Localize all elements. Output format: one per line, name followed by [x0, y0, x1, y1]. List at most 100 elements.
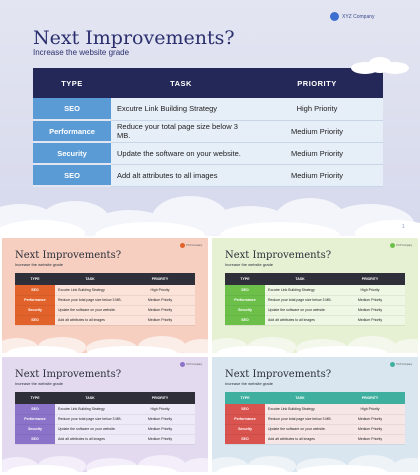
row-task: Reduce your total page size below 3 MB.: [265, 295, 335, 306]
table-row: SEO Add alt attributes to all images Mediu…: [225, 434, 405, 445]
row-priority: Medium Priority: [335, 305, 405, 316]
clouds-decoration: [212, 336, 418, 353]
row-type: SEO: [15, 434, 55, 445]
slide-title: Next Improvements?: [225, 369, 332, 380]
company-logo-icon: [180, 362, 185, 367]
row-type: Performance: [15, 295, 55, 306]
row-priority: Medium Priority: [125, 434, 195, 445]
row-type: SEO: [15, 315, 55, 326]
row-type: SEO: [225, 285, 265, 296]
row-priority: Medium Priority: [125, 414, 195, 425]
row-type: Security: [225, 305, 265, 316]
slide-title: Next Improvements?: [15, 369, 122, 380]
table-row: Security Update the software on your webs…: [225, 424, 405, 435]
row-task: Update the software on your website.: [265, 305, 335, 316]
variant-slide-orange[interactable]: XYZ Company Next Improvements? Increase …: [2, 238, 208, 353]
header-task: TASK: [55, 392, 125, 404]
header-task: TASK: [111, 68, 251, 98]
row-task: Add alt attributes to all images: [55, 434, 125, 445]
table-row: SEO Add alt attributes to all images Mediu…: [225, 315, 405, 326]
row-priority: Medium Priority: [335, 414, 405, 425]
row-priority: Medium Priority: [125, 305, 195, 316]
company-name: XYZ Company: [342, 13, 375, 20]
main-slide[interactable]: XYZ Company Next Improvements? Increase …: [0, 0, 420, 236]
header-type: TYPE: [225, 273, 265, 285]
slide-title: Next Improvements?: [33, 27, 235, 49]
header-type: TYPE: [15, 273, 55, 285]
header-priority: PRIORITY: [335, 273, 405, 285]
slide-title: Next Improvements?: [15, 250, 122, 261]
company-logo: XYZ Company: [390, 243, 412, 248]
company-logo-icon: [390, 362, 395, 367]
row-priority: Medium Priority: [251, 164, 383, 187]
table-header-row: TYPE TASK PRIORITY: [15, 273, 195, 285]
row-priority: High Priority: [125, 285, 195, 296]
row-task: Update the software on your website.: [55, 305, 125, 316]
company-name: XYZ Company: [186, 363, 203, 366]
table-row: Security Update the software on your webs…: [15, 424, 195, 435]
company-logo: XYZ Company: [180, 243, 202, 248]
row-type: Performance: [33, 120, 111, 143]
table-row: Performance Reduce your total page size b…: [225, 295, 405, 306]
row-task: Excutre Link Building Strategy: [265, 285, 335, 296]
row-type: Performance: [225, 414, 265, 425]
row-type: SEO: [33, 98, 111, 121]
row-type: SEO: [15, 285, 55, 296]
table-row: Performance Reduce your total page size b…: [15, 414, 195, 425]
table-row: SEO Add alt attributes to all images Med…: [33, 164, 383, 187]
variant-slide-teal-red[interactable]: XYZ Company Next Improvements? Increase …: [212, 357, 418, 472]
slide-subtitle: Increase the website grade: [15, 381, 64, 386]
row-task: Excutre Link Building Strategy: [111, 98, 251, 121]
slide-title: Next Improvements?: [225, 250, 332, 261]
clouds-decoration: [212, 455, 418, 472]
table-row: Security Update the software on your web…: [33, 142, 383, 165]
row-type: Security: [33, 142, 111, 165]
table-row: Performance Reduce your total page size b…: [225, 414, 405, 425]
slide-subtitle: Increase the website grade: [225, 381, 274, 386]
variant-slide-purple[interactable]: XYZ Company Next Improvements? Increase …: [2, 357, 208, 472]
table-header-row: TYPE TASK PRIORITY: [225, 392, 405, 404]
improvements-table: TYPE TASK PRIORITY SEO Excutre Link Buil…: [33, 68, 383, 187]
clouds-decoration: [2, 455, 208, 472]
row-task: Update the software on your website.: [111, 142, 251, 165]
header-task: TASK: [55, 273, 125, 285]
row-type: Security: [225, 424, 265, 435]
table-row: SEO Add alt attributes to all images Mediu…: [15, 434, 195, 445]
variant-slide-green[interactable]: XYZ Company Next Improvements? Increase …: [212, 238, 418, 353]
table-header-row: TYPE TASK PRIORITY: [15, 392, 195, 404]
row-task: Reduce your total page size below 3 MB.: [55, 414, 125, 425]
row-priority: Medium Priority: [251, 120, 383, 143]
table-row: SEO Add alt attributes to all images Mediu…: [15, 315, 195, 326]
row-priority: Medium Priority: [125, 295, 195, 306]
improvements-table: TYPE TASK PRIORITY SEO Excutre Link Build…: [15, 273, 195, 326]
row-priority: Medium Priority: [125, 315, 195, 326]
slide-subtitle: Increase the website grade: [225, 262, 274, 267]
row-task: Update the software on your website.: [265, 424, 335, 435]
slide-subtitle: Increase the website grade: [15, 262, 64, 267]
row-task: Excutre Link Building Strategy: [265, 404, 335, 415]
row-type: SEO: [225, 315, 265, 326]
page-number: 1: [402, 224, 405, 230]
row-type: Security: [15, 305, 55, 316]
row-type: Performance: [225, 295, 265, 306]
improvements-table: TYPE TASK PRIORITY SEO Excutre Link Build…: [15, 392, 195, 445]
row-type: SEO: [225, 434, 265, 445]
row-task: Add alt attributes to all images: [265, 315, 335, 326]
row-type: Performance: [15, 414, 55, 425]
table-row: SEO Excutre Link Building Strategy High Pr…: [225, 285, 405, 296]
table-row: SEO Excutre Link Building Strategy High Pr…: [225, 404, 405, 415]
table-row: SEO Excutre Link Building Strategy High Pr…: [15, 404, 195, 415]
company-logo: XYZ Company: [330, 12, 375, 21]
header-priority: PRIORITY: [125, 273, 195, 285]
row-priority: Medium Priority: [335, 424, 405, 435]
company-name: XYZ Company: [186, 244, 203, 247]
header-task: TASK: [265, 392, 335, 404]
row-task: Reduce your total page size below 3 MB.: [111, 120, 251, 143]
row-priority: High Priority: [251, 98, 383, 121]
header-type: TYPE: [33, 68, 111, 98]
company-logo: XYZ Company: [180, 362, 202, 367]
row-priority: High Priority: [335, 404, 405, 415]
row-priority: Medium Priority: [335, 315, 405, 326]
header-priority: PRIORITY: [335, 392, 405, 404]
row-task: Add alt attributes to all images: [55, 315, 125, 326]
